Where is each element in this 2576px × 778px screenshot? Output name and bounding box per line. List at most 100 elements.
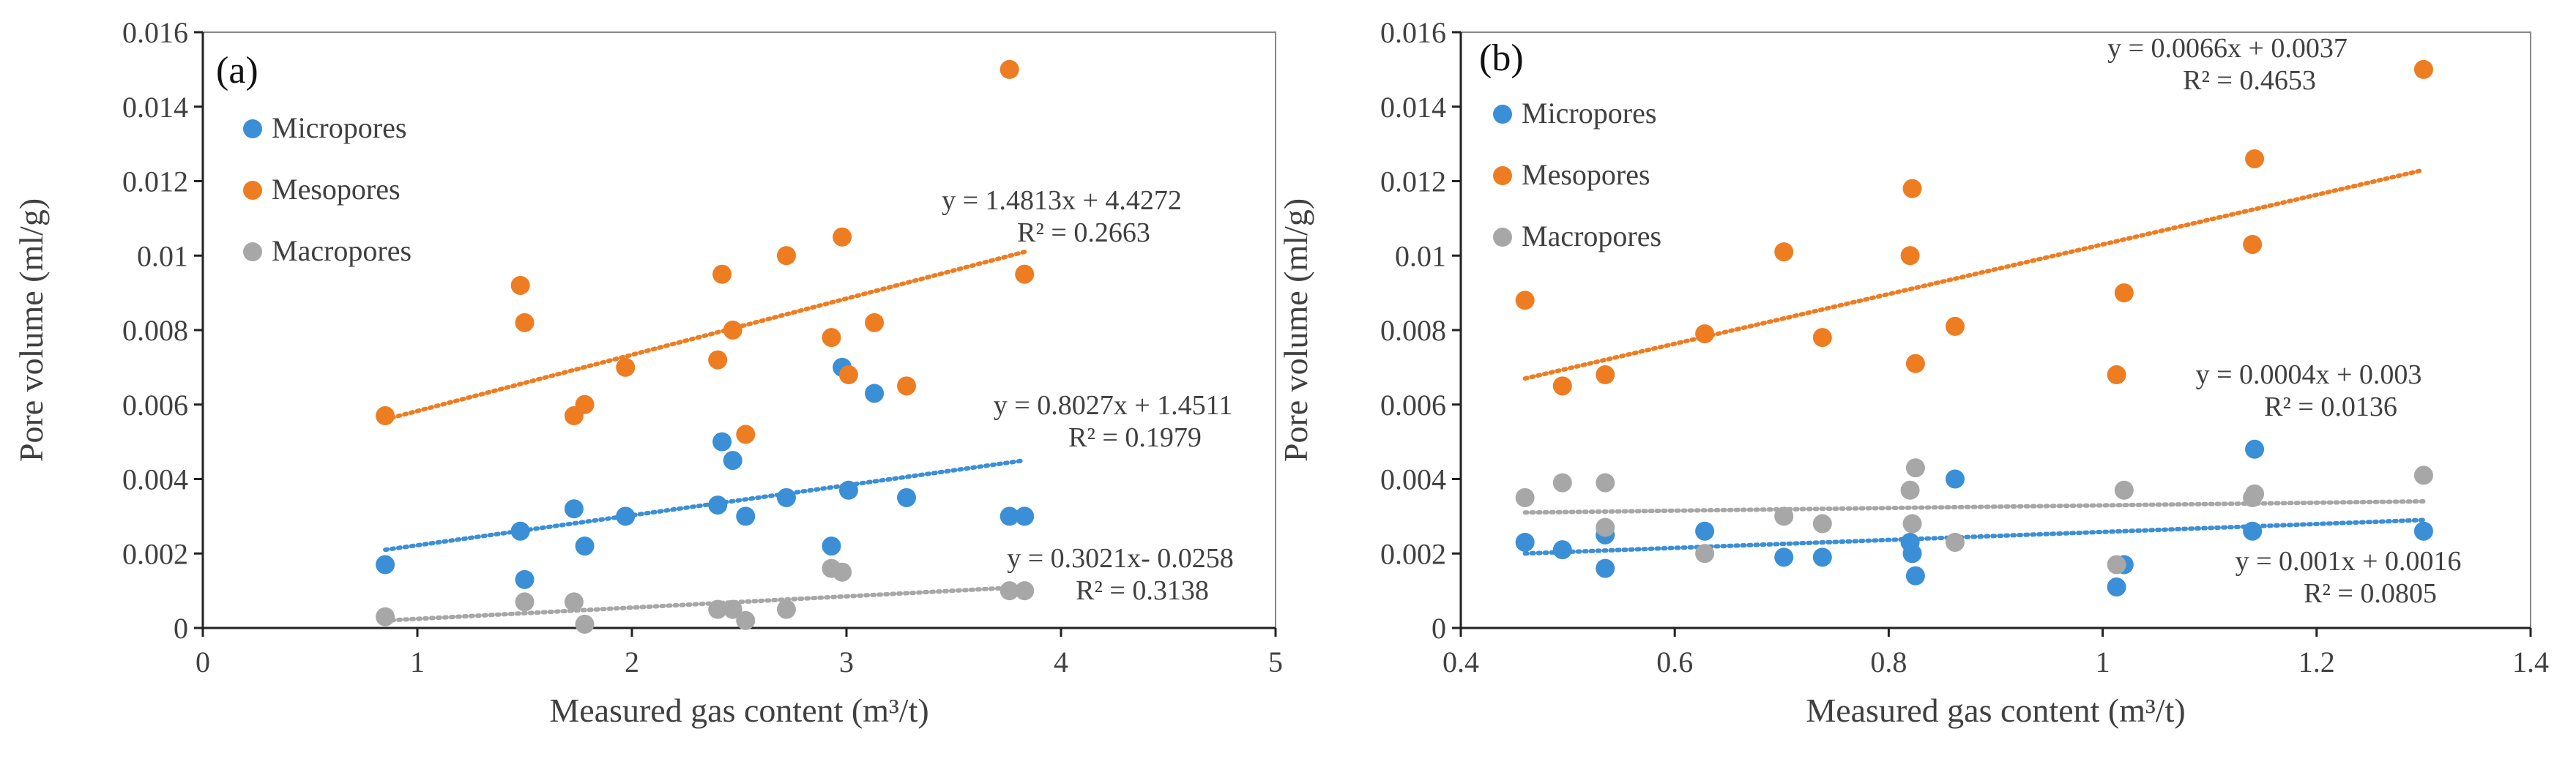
micropores-point xyxy=(1015,506,1035,526)
macropores-point xyxy=(736,610,756,630)
macropores-point xyxy=(515,592,535,612)
micropores-point xyxy=(822,536,841,556)
micropores-point xyxy=(736,506,756,526)
y-tick-label: 0.002 xyxy=(122,537,188,570)
micropores-point xyxy=(776,487,796,507)
y-tick-label: 0.002 xyxy=(1380,537,1446,570)
macropores-legend-label: Macropores xyxy=(272,234,412,267)
macropores-point xyxy=(1945,532,1965,552)
mesopores-trendline xyxy=(383,250,1027,422)
macropores-point xyxy=(708,599,728,619)
macropores-point xyxy=(999,581,1019,601)
y-tick-label: 0.01 xyxy=(137,239,188,272)
y-tick-label: 0.012 xyxy=(122,165,188,198)
mesopores-point xyxy=(575,394,595,414)
mesopores-point xyxy=(1945,316,1965,336)
micropores-legend-label: Micropores xyxy=(1522,97,1656,130)
macropores-equation: y = 0.3021x- 0.0258 xyxy=(1007,543,1234,574)
mesopores-point xyxy=(1695,324,1715,344)
mesopores-point xyxy=(1596,365,1615,385)
mesopores-point xyxy=(736,424,756,444)
y-axis-title: Pore volume (ml/g) xyxy=(12,198,50,462)
mesopores-point xyxy=(708,350,728,370)
mesopores-legend-label: Mesopores xyxy=(272,173,401,206)
macropores-point xyxy=(575,614,595,634)
legend: Micropores Mesopores Macropores xyxy=(1493,97,1661,253)
micropores-point xyxy=(2413,521,2433,541)
macropores-point xyxy=(2107,555,2126,575)
micropores-point xyxy=(897,487,917,507)
macropores-r-squared: R² = 0.0136 xyxy=(2264,392,2397,422)
macropores-point xyxy=(1900,480,1920,500)
mesopores-point xyxy=(833,227,852,247)
mesopores-point xyxy=(2245,149,2265,168)
y-tick-label: 0.006 xyxy=(1380,389,1446,422)
mesopores-point xyxy=(1774,242,1794,262)
mesopores-point xyxy=(1552,376,1572,396)
macropores-point xyxy=(776,599,796,619)
micropores-equation: y = 0.001x + 0.0016 xyxy=(2236,546,2462,577)
x-tick-label: 1.2 xyxy=(2298,646,2335,678)
mesopores-point xyxy=(510,275,530,295)
mesopores-point xyxy=(2114,283,2134,303)
micropores-point xyxy=(1774,547,1794,567)
micropores-point xyxy=(1905,566,1925,586)
macropores-trendline xyxy=(383,585,1027,623)
x-tick-label: 0.8 xyxy=(1870,646,1907,678)
mesopores-point xyxy=(776,246,796,266)
y-tick-label: 0.016 xyxy=(122,16,188,49)
macropores-point xyxy=(1774,506,1794,526)
mesopores-point xyxy=(999,59,1019,79)
micropores-point xyxy=(2243,521,2263,541)
mesopores-legend-label: Mesopores xyxy=(1522,158,1650,191)
x-tick-label: 0.4 xyxy=(1443,646,1479,678)
macropores-equation: y = 0.0004x + 0.003 xyxy=(2196,359,2422,390)
chart-panel-a: 0 0.002 0.004 0.006 0.008 0.01 0.012 0.014 0.016… xyxy=(12,16,1283,729)
mesopores-point xyxy=(712,264,732,284)
macropores-legend-label: Macropores xyxy=(1522,220,1661,253)
mesopores-point xyxy=(1015,264,1035,284)
chart-panel-b: 0 0.002 0.004 0.006 0.008 0.01 0.012 0.014 0.016… xyxy=(1277,16,2549,729)
macropores-legend-marker xyxy=(1493,228,1512,247)
y-tick-label: 0.014 xyxy=(122,91,188,124)
micropores-point xyxy=(999,506,1019,526)
macropores-legend-marker xyxy=(243,242,262,261)
micropores-point xyxy=(2107,577,2126,597)
mesopores-r-squared: R² = 0.2663 xyxy=(1017,217,1150,248)
x-tick-label: 1 xyxy=(410,646,425,678)
micropores-point xyxy=(1812,547,1832,567)
micropores-trendline xyxy=(1522,517,2426,556)
y-tick-label: 0.016 xyxy=(1380,16,1446,49)
micropores-legend-marker xyxy=(1493,105,1512,124)
macropores-point xyxy=(2413,465,2433,485)
micropores-point xyxy=(1596,558,1615,578)
micropores-r-squared: R² = 0.1979 xyxy=(1068,422,1202,453)
mesopores-point xyxy=(1902,179,1922,198)
macropores-point xyxy=(1596,517,1615,537)
micropores-equation: y = 0.8027x + 1.4511 xyxy=(994,390,1232,421)
mesopores-point xyxy=(897,376,917,396)
micropores-trendline xyxy=(383,458,1027,553)
micropores-point xyxy=(712,432,732,452)
macropores-point xyxy=(376,607,395,626)
y-tick-label: 0.012 xyxy=(1380,165,1446,198)
y-tick-label: 0 xyxy=(1432,612,1446,645)
mesopores-equation: y = 0.0066x + 0.0037 xyxy=(2107,33,2348,64)
panel-label: (b) xyxy=(1479,37,1524,79)
mesopores-point xyxy=(1812,328,1832,348)
x-tick-label: 2 xyxy=(625,646,639,678)
x-tick-label: 3 xyxy=(839,646,854,678)
micropores-r-squared: R² = 0.0805 xyxy=(2304,578,2437,609)
mesopores-point xyxy=(515,313,535,332)
mesopores-point xyxy=(376,406,395,426)
mesopores-r-squared: R² = 0.4653 xyxy=(2183,65,2316,96)
micropores-point xyxy=(575,536,595,556)
mesopores-point xyxy=(822,328,841,348)
micropores-point xyxy=(515,569,535,589)
y-tick-label: 0.008 xyxy=(122,314,188,347)
y-tick-label: 0.01 xyxy=(1395,239,1446,272)
macropores-point xyxy=(1015,581,1035,601)
macropores-point xyxy=(1902,514,1922,534)
micropores-point xyxy=(1945,469,1965,489)
mesopores-point xyxy=(2413,59,2433,79)
